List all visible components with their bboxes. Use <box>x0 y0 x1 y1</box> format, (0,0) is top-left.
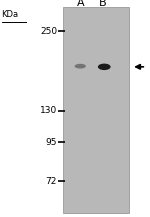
Text: A: A <box>76 0 84 8</box>
Text: 250: 250 <box>40 27 57 36</box>
Text: 95: 95 <box>45 138 57 147</box>
Bar <box>63 7 129 213</box>
Text: B: B <box>99 0 106 8</box>
Ellipse shape <box>75 64 86 69</box>
Text: KDa: KDa <box>2 10 19 19</box>
Ellipse shape <box>98 64 111 70</box>
Text: 72: 72 <box>46 177 57 186</box>
Text: 130: 130 <box>40 106 57 115</box>
